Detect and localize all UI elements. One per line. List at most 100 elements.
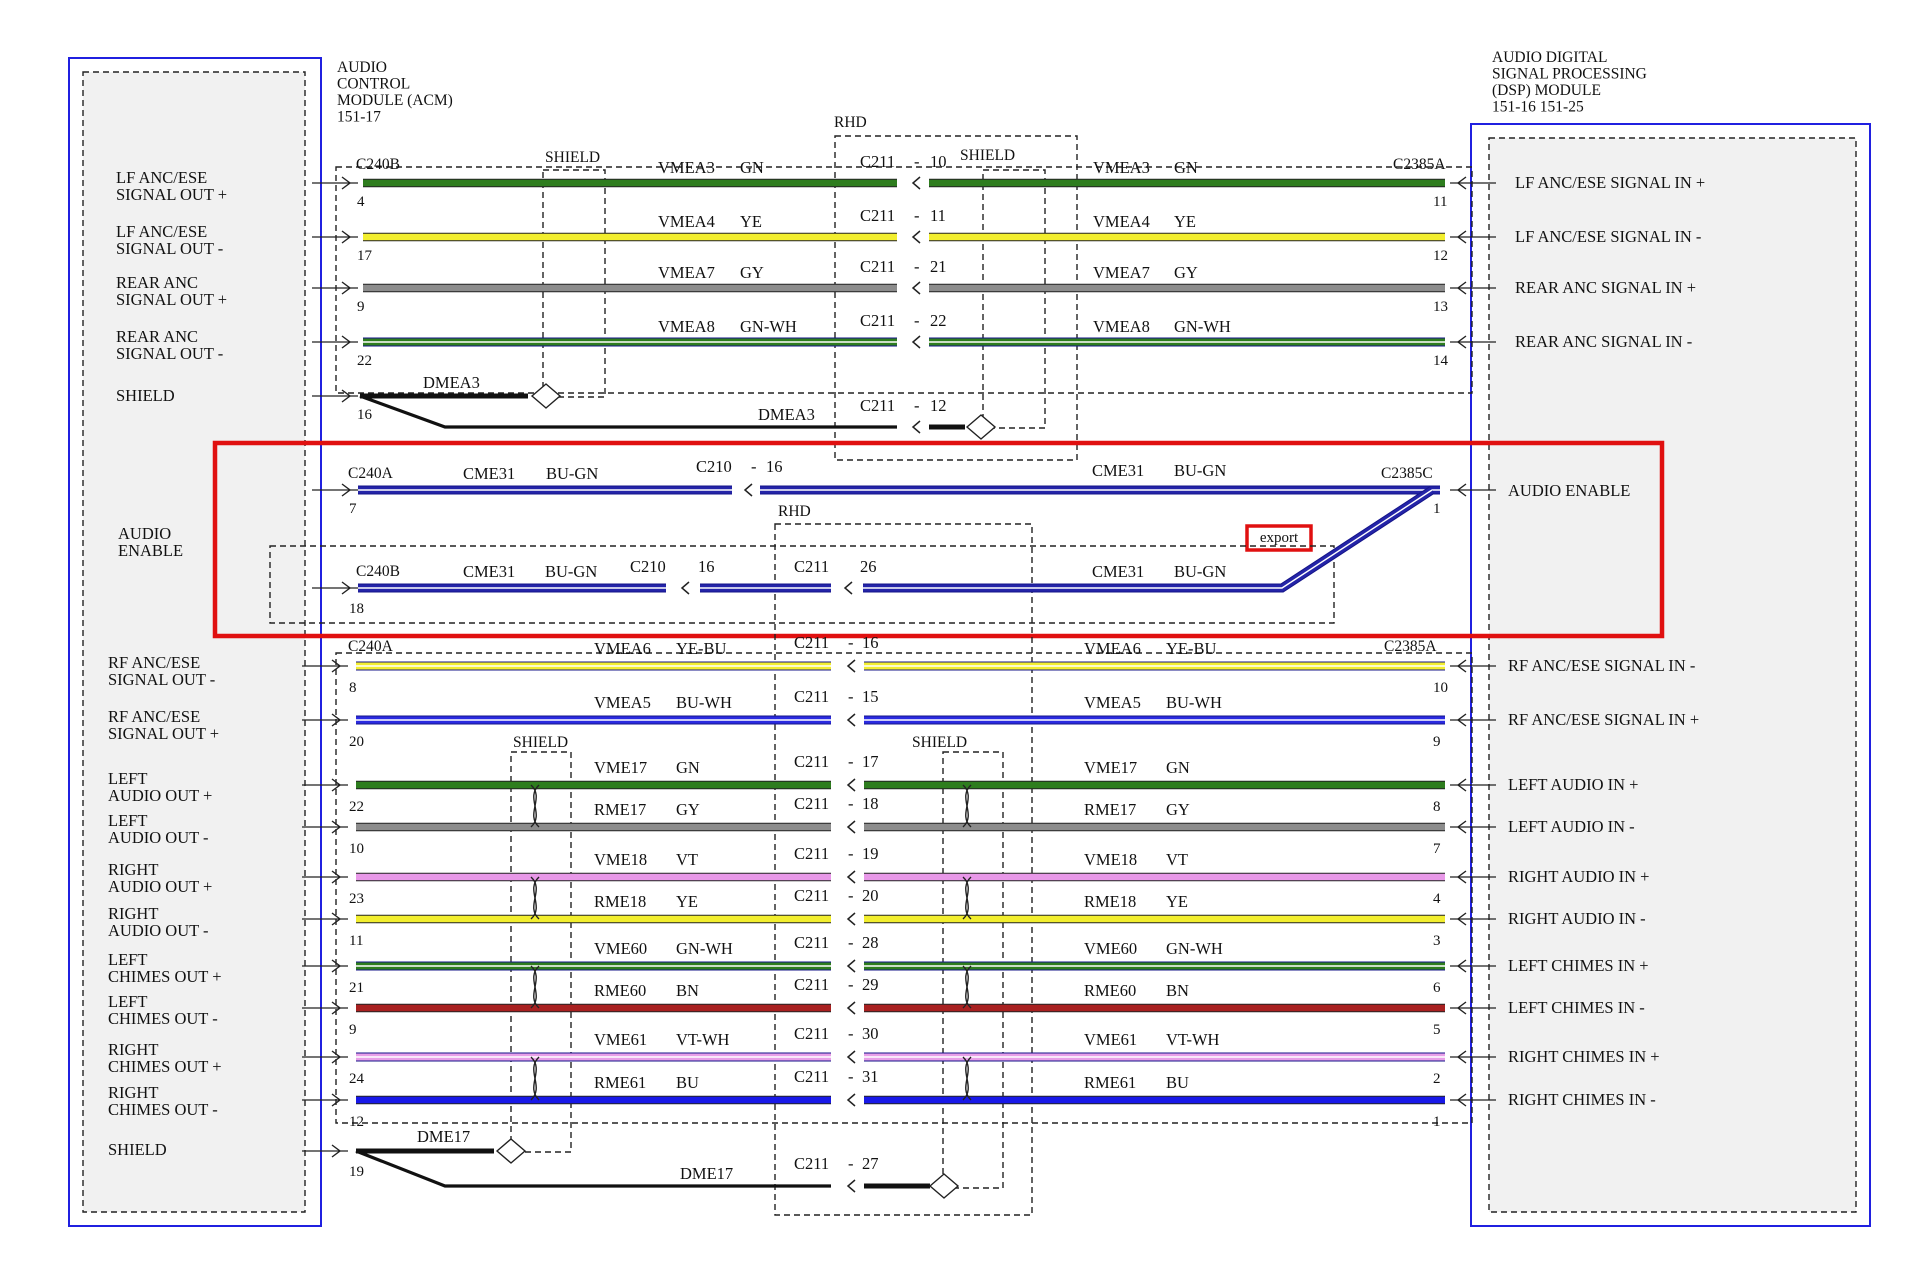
lower-rhd-label: RHD <box>778 503 811 520</box>
wire-color-code: GN <box>1166 758 1190 777</box>
wire-cme31-bottom-body <box>863 487 1434 592</box>
inline-pin-number: 28 <box>862 933 879 952</box>
drain-upper-run <box>359 394 897 429</box>
acm-terminal-arrow <box>331 713 342 727</box>
inline-connector-chevron <box>846 659 856 673</box>
acm-pin-label: LF ANC/ESE <box>116 222 207 241</box>
inline-connector-chevron <box>846 1001 856 1015</box>
acm-pin-label: CHIMES OUT - <box>108 1009 218 1028</box>
wire-color-code: GY <box>1166 800 1190 819</box>
inline-connector-id: C211 <box>860 152 895 171</box>
circuit-name: RME18 <box>594 892 646 911</box>
wire-color-code: GN <box>1174 158 1198 177</box>
inline-pin-number: 15 <box>862 687 879 706</box>
acm-pin-label: SIGNAL OUT + <box>116 185 227 204</box>
acm-pin-label: CHIMES OUT + <box>108 1057 222 1076</box>
acm-pin-label: SIGNAL OUT + <box>108 724 219 743</box>
acm-pin-number: 7 <box>349 501 357 517</box>
acm-pin-number: 9 <box>357 299 365 315</box>
inline-connector-chevron <box>911 176 921 190</box>
upper-shield-left-label: SHIELD <box>545 149 600 166</box>
inline-connector-id: C211 <box>794 633 829 652</box>
dsp-pin-label: RIGHT CHIMES IN - <box>1508 1090 1656 1109</box>
inline-dash: - <box>848 975 854 994</box>
shield-drain-diamond <box>530 383 562 409</box>
dsp-title-line: AUDIO DIGITAL <box>1492 49 1607 66</box>
upper-shield-left-outline <box>542 169 606 398</box>
inline-pin-number: 11 <box>930 206 946 225</box>
wire-color-code: BN <box>1166 981 1189 1000</box>
acm-pin-label: RIGHT <box>108 904 158 923</box>
acm-terminal-arrow <box>331 1093 342 1107</box>
inline-connector-chevron <box>911 335 921 349</box>
acm-pin-label: SHIELD <box>116 386 175 405</box>
acm-pin-number: 22 <box>357 353 372 369</box>
acm-module-dashed <box>82 71 306 1213</box>
inline-connector-id: C211 <box>794 1024 829 1043</box>
circuit-name: VMEA7 <box>658 263 715 282</box>
export-tag-label: export <box>1260 530 1299 546</box>
acm-terminal-arrow <box>341 335 352 349</box>
acm-pin-number: 19 <box>349 1164 364 1180</box>
inline-connector-id: C211 <box>860 396 895 415</box>
acm-title-line: MODULE (ACM) <box>337 92 453 109</box>
circuit-name: VMEA3 <box>1093 158 1150 177</box>
inline-dash: - <box>848 886 854 905</box>
dsp-title-line: SIGNAL PROCESSING <box>1492 66 1647 83</box>
acm-pin-label: LEFT <box>108 950 147 969</box>
dsp-title-line: 151-16 151-25 <box>1492 99 1584 116</box>
upper-rhd-label: RHD <box>834 114 867 131</box>
inline-connector-chevron <box>846 820 856 834</box>
dsp-module-border <box>1470 123 1871 1227</box>
inline-connector-chevron <box>846 870 856 884</box>
acm-pin-number: 21 <box>349 980 364 996</box>
dsp-pin-number: 14 <box>1433 353 1449 369</box>
acm-pin-label: LEFT <box>108 992 147 1011</box>
acm-terminal-arrow <box>331 912 342 926</box>
circuit-name: RME17 <box>594 800 646 819</box>
acm-pin-number: 10 <box>349 841 364 857</box>
inline-connector-chevron <box>911 281 921 295</box>
lower-rhd-outline <box>774 523 1033 1216</box>
acm-terminal-arrow <box>341 281 352 295</box>
dsp-pin-label: RF ANC/ESE SIGNAL IN - <box>1508 656 1695 675</box>
dsp-terminal-arrow <box>1456 230 1467 244</box>
drain-circuit-name: DME17 <box>680 1164 733 1183</box>
wire-color-code: YE-BU <box>1166 639 1216 658</box>
circuit-name: VMEA6 <box>594 639 651 658</box>
inline-dash: - <box>914 311 920 330</box>
inline-dash: - <box>848 633 854 652</box>
acm-pin-number: 16 <box>357 407 373 423</box>
circuit-name: VMEA5 <box>1084 693 1141 712</box>
inline-dash: - <box>848 752 854 771</box>
circuit-name: RME60 <box>594 981 646 1000</box>
circuit-name: VME60 <box>1084 939 1137 958</box>
inline-pin-number: 21 <box>930 257 947 276</box>
twisted-pair-left-b <box>530 965 540 1009</box>
circuit-name: VME61 <box>594 1030 647 1049</box>
dsp-terminal-arrow <box>1456 1050 1467 1064</box>
inline-pin-number: 19 <box>862 844 879 863</box>
acm-pin-number: 4 <box>357 194 365 210</box>
connector-c2385c: C2385C <box>1381 465 1433 482</box>
lower-shield-left-outline <box>510 751 572 1153</box>
circuit-name: CME31 <box>1092 562 1144 581</box>
wire-cme31-bottom-casing <box>863 486 1435 593</box>
circuit-name: VME18 <box>1084 850 1137 869</box>
wire-color-code: YE <box>1174 212 1196 231</box>
acm-pin-label: SIGNAL OUT - <box>108 670 215 689</box>
acm-pin-label: CHIMES OUT + <box>108 967 222 986</box>
inline-connector-chevron <box>846 1093 856 1107</box>
acm-terminal-arrow <box>331 778 342 792</box>
inline-connector-id: C211 <box>794 1154 829 1173</box>
circuit-name: RME61 <box>594 1073 646 1092</box>
circuit-name: VME61 <box>1084 1030 1137 1049</box>
circuit-name: CME31 <box>463 562 515 581</box>
dsp-terminal-arrow <box>1456 335 1467 349</box>
twisted-pair-left-b <box>530 876 540 920</box>
inline-connector-id: C211 <box>794 794 829 813</box>
inline-dash: - <box>751 457 757 476</box>
wire-color-code: GN-WH <box>1166 939 1223 958</box>
inline-dash: - <box>848 1154 854 1173</box>
upper-harness-outline <box>335 166 1473 394</box>
